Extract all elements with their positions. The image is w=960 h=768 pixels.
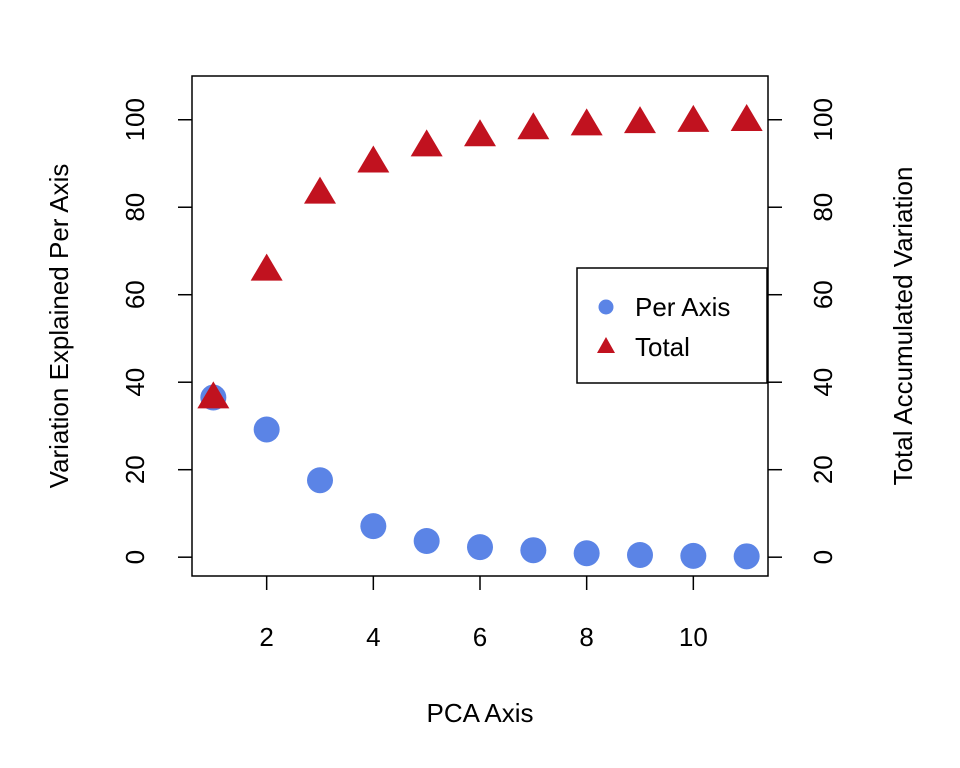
y-right-tick-label: 60: [808, 280, 838, 309]
total-point: [357, 145, 390, 173]
data-points: [197, 103, 763, 570]
y-left-tick-label: 100: [120, 98, 150, 141]
y-axis-left: 0 20 40 60 80 100: [120, 98, 192, 564]
y-right-tick-label: 0: [808, 550, 838, 564]
y-left-tick-label: 40: [120, 368, 150, 397]
total-point: [570, 108, 603, 136]
per-axis-point: [573, 540, 600, 567]
y-right-tick-label: 40: [808, 368, 838, 397]
per-axis-point: [360, 513, 387, 540]
legend-per-axis-label: Per Axis: [635, 292, 730, 322]
y-axis-left-label: Variation Explained Per Axis: [44, 164, 74, 489]
total-point: [410, 129, 443, 157]
legend-total-label: Total: [635, 332, 690, 362]
y-left-tick-label: 60: [120, 280, 150, 309]
y-right-tick-label: 80: [808, 193, 838, 222]
y-left-tick-label: 80: [120, 193, 150, 222]
y-right-tick-label: 100: [808, 98, 838, 141]
total-point: [677, 104, 710, 132]
per-axis-point: [467, 534, 493, 561]
legend-box: [576, 267, 768, 384]
total-point: [730, 103, 763, 131]
total-point: [464, 119, 496, 147]
legend: Per Axis Total: [576, 267, 768, 384]
y-axis-right: 0 20 40 60 80 100: [768, 98, 838, 564]
per-axis-point: [520, 537, 547, 564]
total-point: [250, 253, 283, 281]
x-tick-label: 2: [259, 622, 273, 652]
y-left-tick-label: 0: [120, 550, 150, 564]
total-point: [624, 106, 656, 134]
x-tick-label: 8: [579, 622, 593, 652]
x-tick-label: 4: [366, 622, 380, 652]
x-axis-label: PCA Axis: [427, 698, 534, 728]
per-axis-point: [413, 528, 440, 555]
y-right-tick-label: 20: [808, 455, 838, 484]
per-axis-point: [680, 542, 707, 569]
per-axis-point: [733, 543, 760, 570]
total-point: [517, 112, 550, 140]
y-axis-right-label: Total Accumulated Variation: [888, 167, 918, 486]
x-tick-label: 10: [679, 622, 708, 652]
x-tick-label: 6: [473, 622, 487, 652]
x-axis: 2 4 6 8 10: [259, 576, 708, 652]
legend-total-marker: [597, 337, 615, 353]
per-axis-point: [253, 416, 280, 443]
per-axis-point: [307, 467, 333, 494]
per-axis-point: [627, 542, 653, 569]
legend-per-axis-marker: [598, 299, 614, 315]
y-left-tick-label: 20: [120, 455, 150, 484]
total-point: [304, 176, 336, 204]
total-point: [197, 381, 230, 409]
